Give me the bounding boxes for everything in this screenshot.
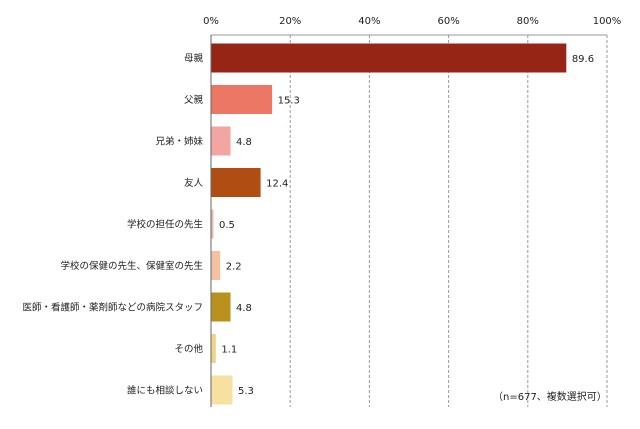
x-tick-label: 40%: [358, 16, 380, 27]
data-label: 4.8: [236, 137, 252, 148]
data-label: 1.1: [221, 345, 237, 356]
data-label: 89.6: [572, 54, 594, 65]
category-label: 母親: [184, 53, 204, 65]
data-label: 0.5: [219, 220, 235, 231]
category-label: 父親: [184, 94, 204, 106]
category-label: 学校の担任の先生: [127, 219, 204, 231]
bar: [211, 168, 261, 197]
category-label: 医師・看護師・薬剤師などの病院スタッフ: [22, 302, 203, 314]
data-label: 4.8: [236, 303, 252, 314]
x-tick-label: 100%: [593, 16, 622, 27]
data-label: 5.3: [238, 386, 254, 397]
category-label: その他: [174, 343, 203, 355]
x-tick-label: 60%: [437, 16, 459, 27]
data-label: 2.2: [226, 262, 242, 273]
bar: [211, 43, 567, 73]
bar: [211, 209, 214, 239]
bar: [211, 85, 273, 114]
x-tick-label: 20%: [279, 16, 301, 27]
x-tick-label: 0%: [203, 16, 219, 27]
data-label: 15.3: [278, 96, 300, 107]
category-label: 兄弟・姉妹: [155, 136, 203, 148]
bar: [211, 126, 231, 156]
bar: [211, 292, 231, 322]
category-label: 学校の保健の先生、保健室の先生: [60, 260, 203, 272]
category-label: 誰にも相談しない: [127, 385, 203, 397]
category-label: 友人: [184, 177, 204, 189]
sample-size-note: （n=677、複数選択可）: [493, 392, 607, 403]
bar: [211, 251, 221, 280]
data-label: 12.4: [266, 179, 288, 190]
bar: [211, 334, 216, 363]
x-tick-label: 80%: [517, 16, 539, 27]
bar: [211, 375, 233, 405]
